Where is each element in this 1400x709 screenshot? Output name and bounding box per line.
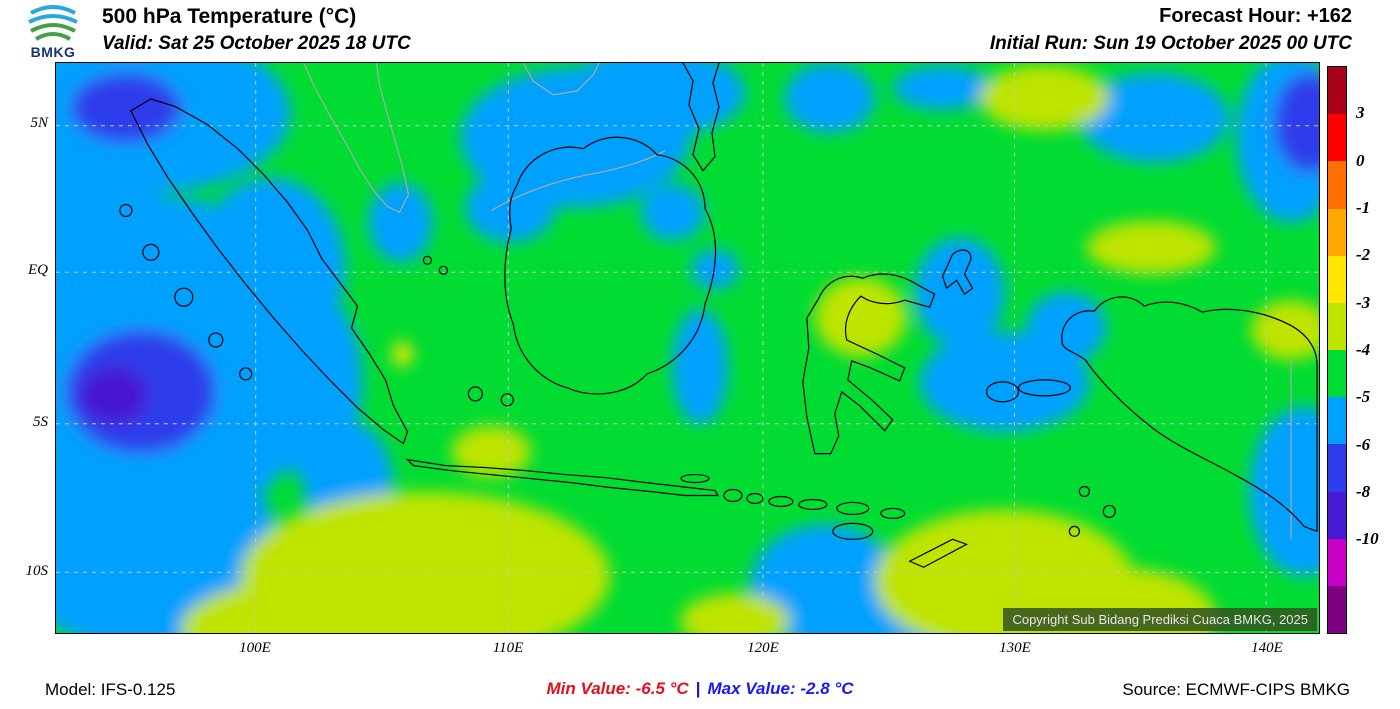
- colorbar-segment: [1328, 444, 1346, 492]
- colorbar-tick: 3: [1356, 103, 1365, 122]
- lat-label-5s: 5S: [33, 414, 48, 430]
- minmax-values: Min Value: -6.5 °C | Max Value: -2.8 °C: [547, 679, 854, 699]
- lat-label-eq: EQ: [28, 262, 48, 278]
- valid-time-label: Valid: Sat 25 October 2025 18 UTC: [102, 33, 411, 54]
- colorbar-segment: [1328, 302, 1346, 351]
- colorbar-tick: -1: [1356, 198, 1371, 217]
- bmkg-logo: BMKG: [14, 2, 92, 60]
- min-value-label: Min Value: -6.5 °C: [546, 679, 689, 698]
- colorbar-tick-labels: 3 0 -1 -2 -3 -4 -5 -6 -8 -10: [1356, 66, 1400, 634]
- colorbar-segment: [1328, 350, 1346, 398]
- temperature-field-layer: [56, 63, 1319, 633]
- colorbar-segment: [1328, 585, 1346, 634]
- map-canvas: [56, 63, 1319, 633]
- lon-label-140e: 140E: [1251, 640, 1283, 656]
- colorbar-tick: -5: [1356, 387, 1371, 406]
- lat-label-10s: 10S: [25, 563, 49, 579]
- colorbar-tick: -4: [1356, 340, 1371, 359]
- minmax-separator: |: [695, 679, 701, 698]
- colorbar-tick: 0: [1356, 151, 1365, 170]
- bmkg-logo-icon: [28, 5, 78, 41]
- colorbar-segment: [1328, 538, 1346, 586]
- borders-layer: [303, 63, 1292, 540]
- lon-label-130e: 130E: [999, 640, 1031, 656]
- source-label: Source: ECMWF-CIPS BMKG: [1122, 680, 1350, 699]
- colorbar-tick: -6: [1356, 435, 1371, 454]
- colorbar-tick: -3: [1356, 293, 1371, 312]
- copyright-notice: Copyright Sub Bidang Prediksi Cuaca BMKG…: [1003, 608, 1317, 631]
- gridlines-layer: [56, 63, 1319, 633]
- colorbar-segment: [1328, 491, 1346, 539]
- lon-label-110e: 110E: [492, 640, 524, 656]
- colorbar-segment: [1328, 67, 1346, 115]
- colorbar-segment: [1328, 208, 1346, 256]
- colorbar-tick: -2: [1356, 245, 1371, 264]
- bmkg-logo-text: BMKG: [30, 44, 76, 60]
- forecast-map: Copyright Sub Bidang Prediksi Cuaca BMKG…: [55, 62, 1320, 634]
- colorbar-segment: [1328, 114, 1346, 162]
- colorbar-segment: [1328, 255, 1346, 303]
- lon-label-120e: 120E: [747, 640, 779, 656]
- lon-label-100e: 100E: [239, 640, 271, 656]
- forecast-hour-label: Forecast Hour: +162: [1159, 5, 1352, 27]
- lat-label-5n: 5N: [30, 115, 48, 131]
- colorbar-tick: -10: [1356, 529, 1379, 548]
- colorbar-segment: [1328, 397, 1346, 445]
- initial-run-label: Initial Run: Sun 19 October 2025 00 UTC: [989, 33, 1352, 54]
- model-label: Model: IFS-0.125: [45, 680, 176, 699]
- page-title: 500 hPa Temperature (°C): [102, 5, 357, 28]
- coastlines-layer: [119, 63, 1318, 568]
- max-value-label: Max Value: -2.8 °C: [707, 679, 854, 698]
- colorbar-tick: -8: [1356, 482, 1371, 501]
- colorbar: [1327, 66, 1347, 634]
- colorbar-segment: [1328, 161, 1346, 209]
